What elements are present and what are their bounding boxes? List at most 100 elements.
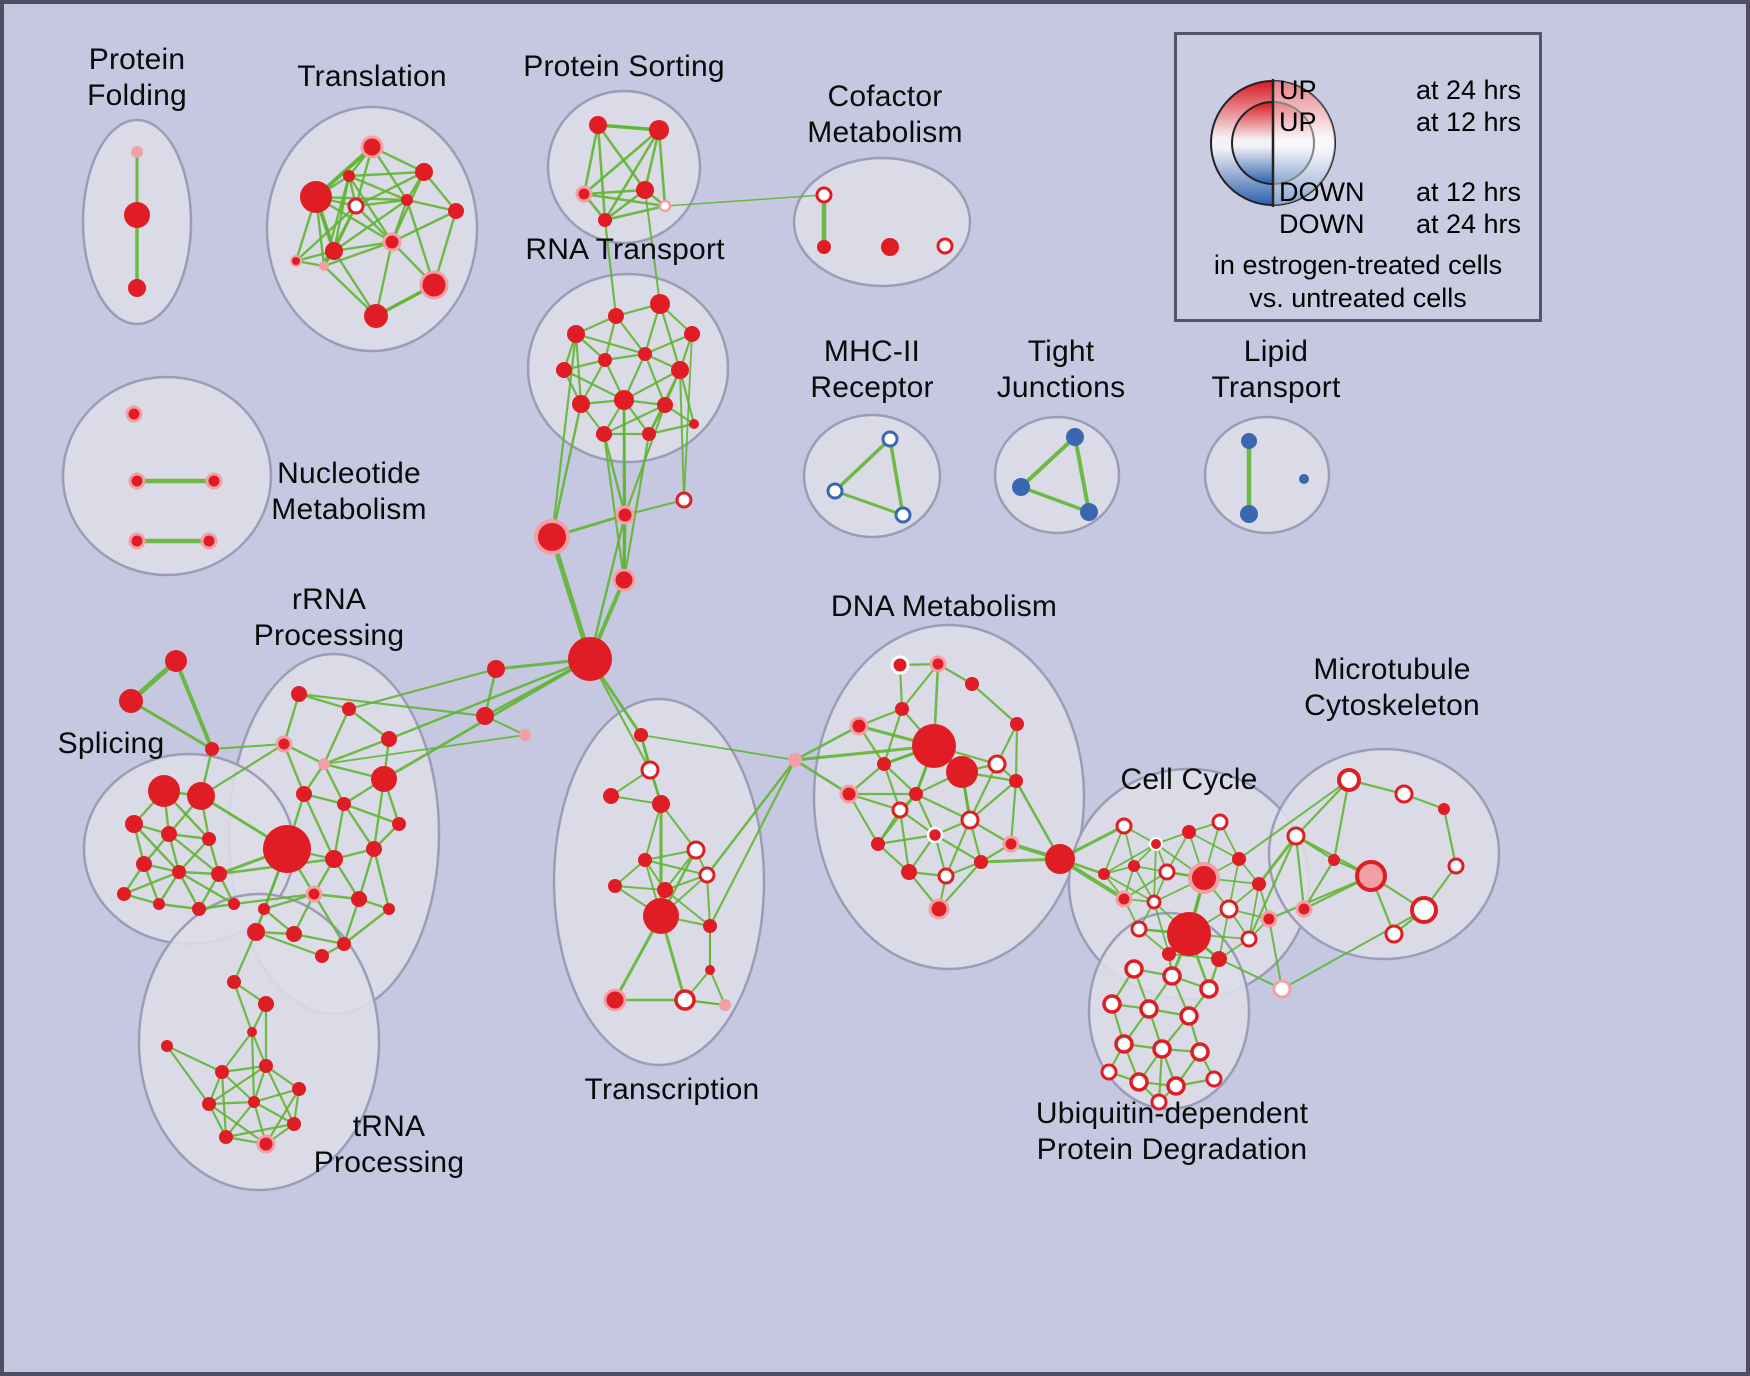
network-node (974, 855, 988, 869)
network-node (200, 532, 218, 550)
network-edge (640, 734, 796, 761)
network-node (371, 766, 397, 792)
network-node (534, 519, 570, 555)
cluster-ellipse-microtubule-cytoskeleton (1267, 747, 1501, 961)
network-node (382, 232, 402, 252)
network-node (1295, 900, 1313, 918)
network-node (839, 784, 859, 804)
network-edge (207, 1064, 268, 1106)
network-node (636, 181, 654, 199)
legend-caption: in estrogen-treated cells vs. untreated … (1177, 249, 1539, 315)
network-edge (574, 332, 583, 406)
network-edge (322, 264, 378, 318)
network-edge (220, 1070, 256, 1104)
network-node (575, 185, 593, 203)
network-edge (1103, 873, 1155, 903)
network-node (909, 787, 923, 801)
network-node (826, 482, 844, 500)
network-node (703, 919, 717, 933)
network-node (296, 786, 312, 802)
network-node (128, 279, 146, 297)
network-node (247, 1027, 257, 1037)
network-node (1162, 947, 1176, 961)
legend-down-24-label: DOWN (1279, 209, 1365, 239)
network-graph (61, 89, 1501, 1192)
network-node (117, 887, 131, 901)
network-edge (332, 802, 346, 861)
network-node (901, 864, 917, 880)
network-edge (968, 762, 999, 822)
network-edge (374, 240, 394, 318)
network-edge (1009, 779, 1018, 846)
network-node (381, 731, 397, 747)
network-edge (254, 930, 324, 958)
network-node (649, 120, 669, 140)
network-edge (678, 368, 696, 426)
network-node (187, 782, 215, 810)
network-node (1384, 924, 1404, 944)
network-edge (1248, 883, 1260, 940)
network-node (1002, 835, 1020, 853)
network-edge (614, 885, 666, 891)
network-edge (322, 737, 391, 766)
network-node (1232, 852, 1246, 866)
network-edge (602, 432, 627, 517)
legend-caption-line1: in estrogen-treated cells (1213, 250, 1503, 280)
network-node (263, 825, 311, 873)
cluster-ellipse-mhc-ii-receptor (802, 413, 942, 539)
network-node (1150, 1093, 1168, 1111)
network-node (364, 304, 388, 328)
legend-down-12-time: at 12 hrs (1415, 177, 1521, 207)
network-edge (709, 969, 726, 1006)
network-node (946, 756, 978, 788)
network-node (1100, 1063, 1118, 1081)
network-edge (1268, 918, 1283, 990)
network-edge (220, 1030, 254, 1074)
network-node (1211, 951, 1227, 967)
network-node (1115, 817, 1133, 835)
network-node (1240, 505, 1258, 523)
network-edge (1267, 874, 1373, 921)
network-edge (250, 1030, 256, 1104)
network-node (287, 1117, 301, 1131)
network-edge (165, 1044, 224, 1074)
network-node (256, 1134, 276, 1154)
network-node (128, 472, 146, 490)
network-edge (623, 403, 667, 517)
network-edge (968, 779, 1018, 822)
network-node (401, 194, 413, 206)
network-node (936, 237, 954, 255)
cluster-ellipse-lipid-transport (1203, 415, 1331, 535)
network-node (895, 702, 909, 716)
network-node (567, 325, 585, 343)
network-edge (603, 204, 667, 222)
network-edge (643, 128, 661, 192)
network-edge (937, 860, 983, 911)
network-node (258, 903, 270, 915)
network-node (657, 882, 673, 898)
network-node (1162, 966, 1182, 986)
network-node (890, 655, 910, 675)
network-node (228, 898, 240, 910)
network-node (705, 965, 715, 975)
network-node (881, 238, 899, 256)
network-edge (354, 198, 409, 208)
legend-up-12-label: UP (1279, 107, 1317, 137)
network-edge (643, 332, 694, 356)
network-edge (898, 808, 911, 874)
network-edge (232, 930, 258, 984)
network-edge (602, 403, 667, 436)
network-node (148, 775, 180, 807)
network-node (788, 753, 802, 767)
network-edge (882, 762, 918, 796)
network-edge (177, 870, 201, 911)
network-node (877, 757, 891, 771)
network-edge (888, 437, 905, 517)
network-node (881, 430, 899, 448)
network-edge (644, 189, 661, 305)
network-edge (647, 422, 696, 436)
network-edge (582, 128, 661, 196)
network-edge (332, 249, 378, 318)
network-edge (332, 240, 394, 253)
network-node (815, 186, 833, 204)
